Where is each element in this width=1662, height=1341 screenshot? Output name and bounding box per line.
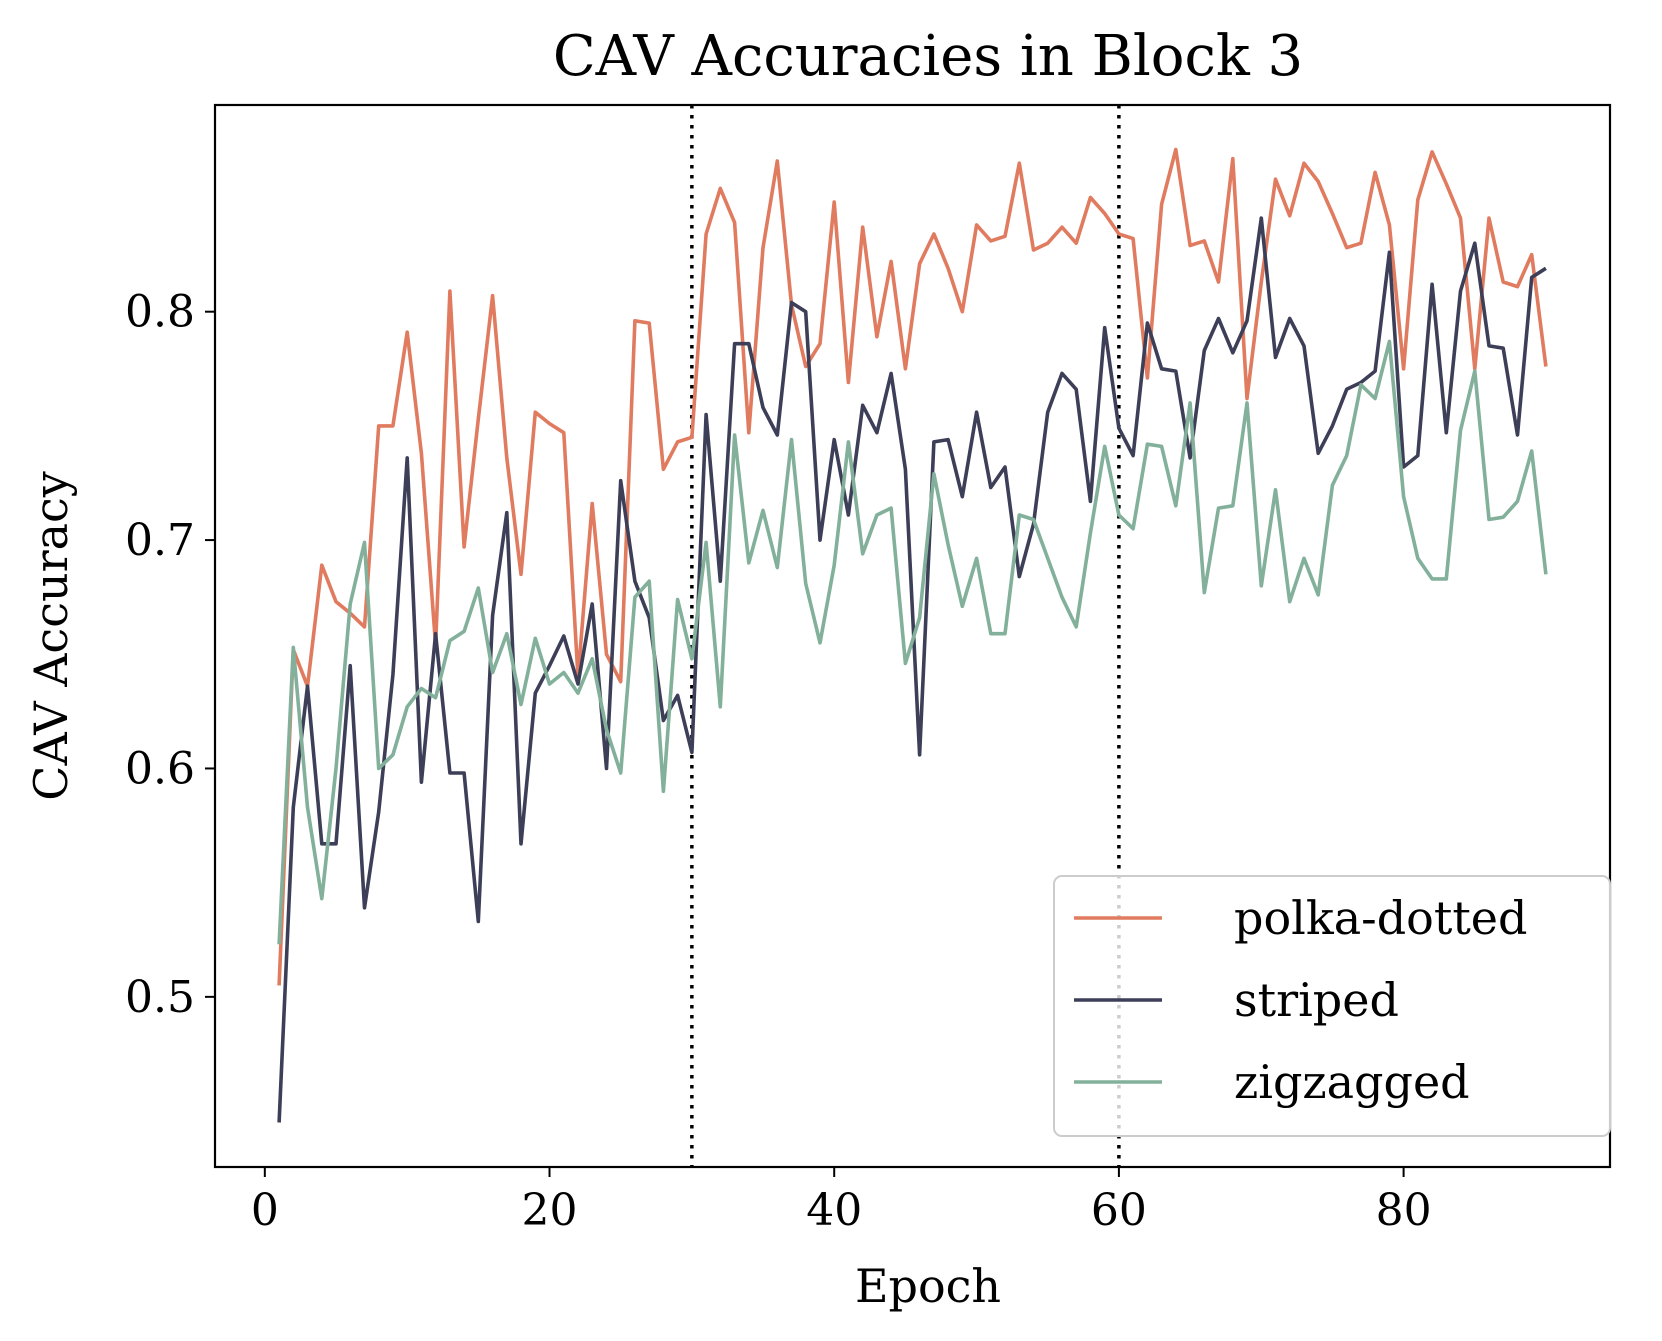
x-tick-label: 40	[806, 1185, 862, 1236]
chart-title: CAV Accuracies in Block 3	[553, 24, 1303, 89]
legend-frame	[1053, 875, 1611, 1137]
x-tick-label: 80	[1376, 1185, 1432, 1236]
series-line-polka-dotted	[277, 147, 1548, 986]
series-line-zigzagged	[277, 339, 1548, 945]
x-axis-label: Epoch	[855, 1259, 1001, 1313]
legend-label-zigzagged: zigzagged	[1234, 1055, 1470, 1109]
y-tick-label: 0.7	[125, 515, 195, 566]
legend-label-striped: striped	[1234, 973, 1399, 1027]
plot-frame	[213, 103, 1612, 1169]
y-tick-label: 0.8	[125, 287, 195, 338]
legend-label-polka-dotted: polka-dotted	[1234, 891, 1527, 945]
x-tick-label: 60	[1091, 1185, 1147, 1236]
x-tick-label: 0	[251, 1185, 279, 1236]
x-tick-label: 20	[522, 1185, 578, 1236]
y-tick-label: 0.6	[125, 743, 195, 794]
y-tick-label: 0.5	[125, 972, 195, 1023]
y-axis-label: CAV Accuracy	[24, 471, 78, 801]
legend: polka-dotted striped zigzagged	[1053, 875, 1611, 1137]
